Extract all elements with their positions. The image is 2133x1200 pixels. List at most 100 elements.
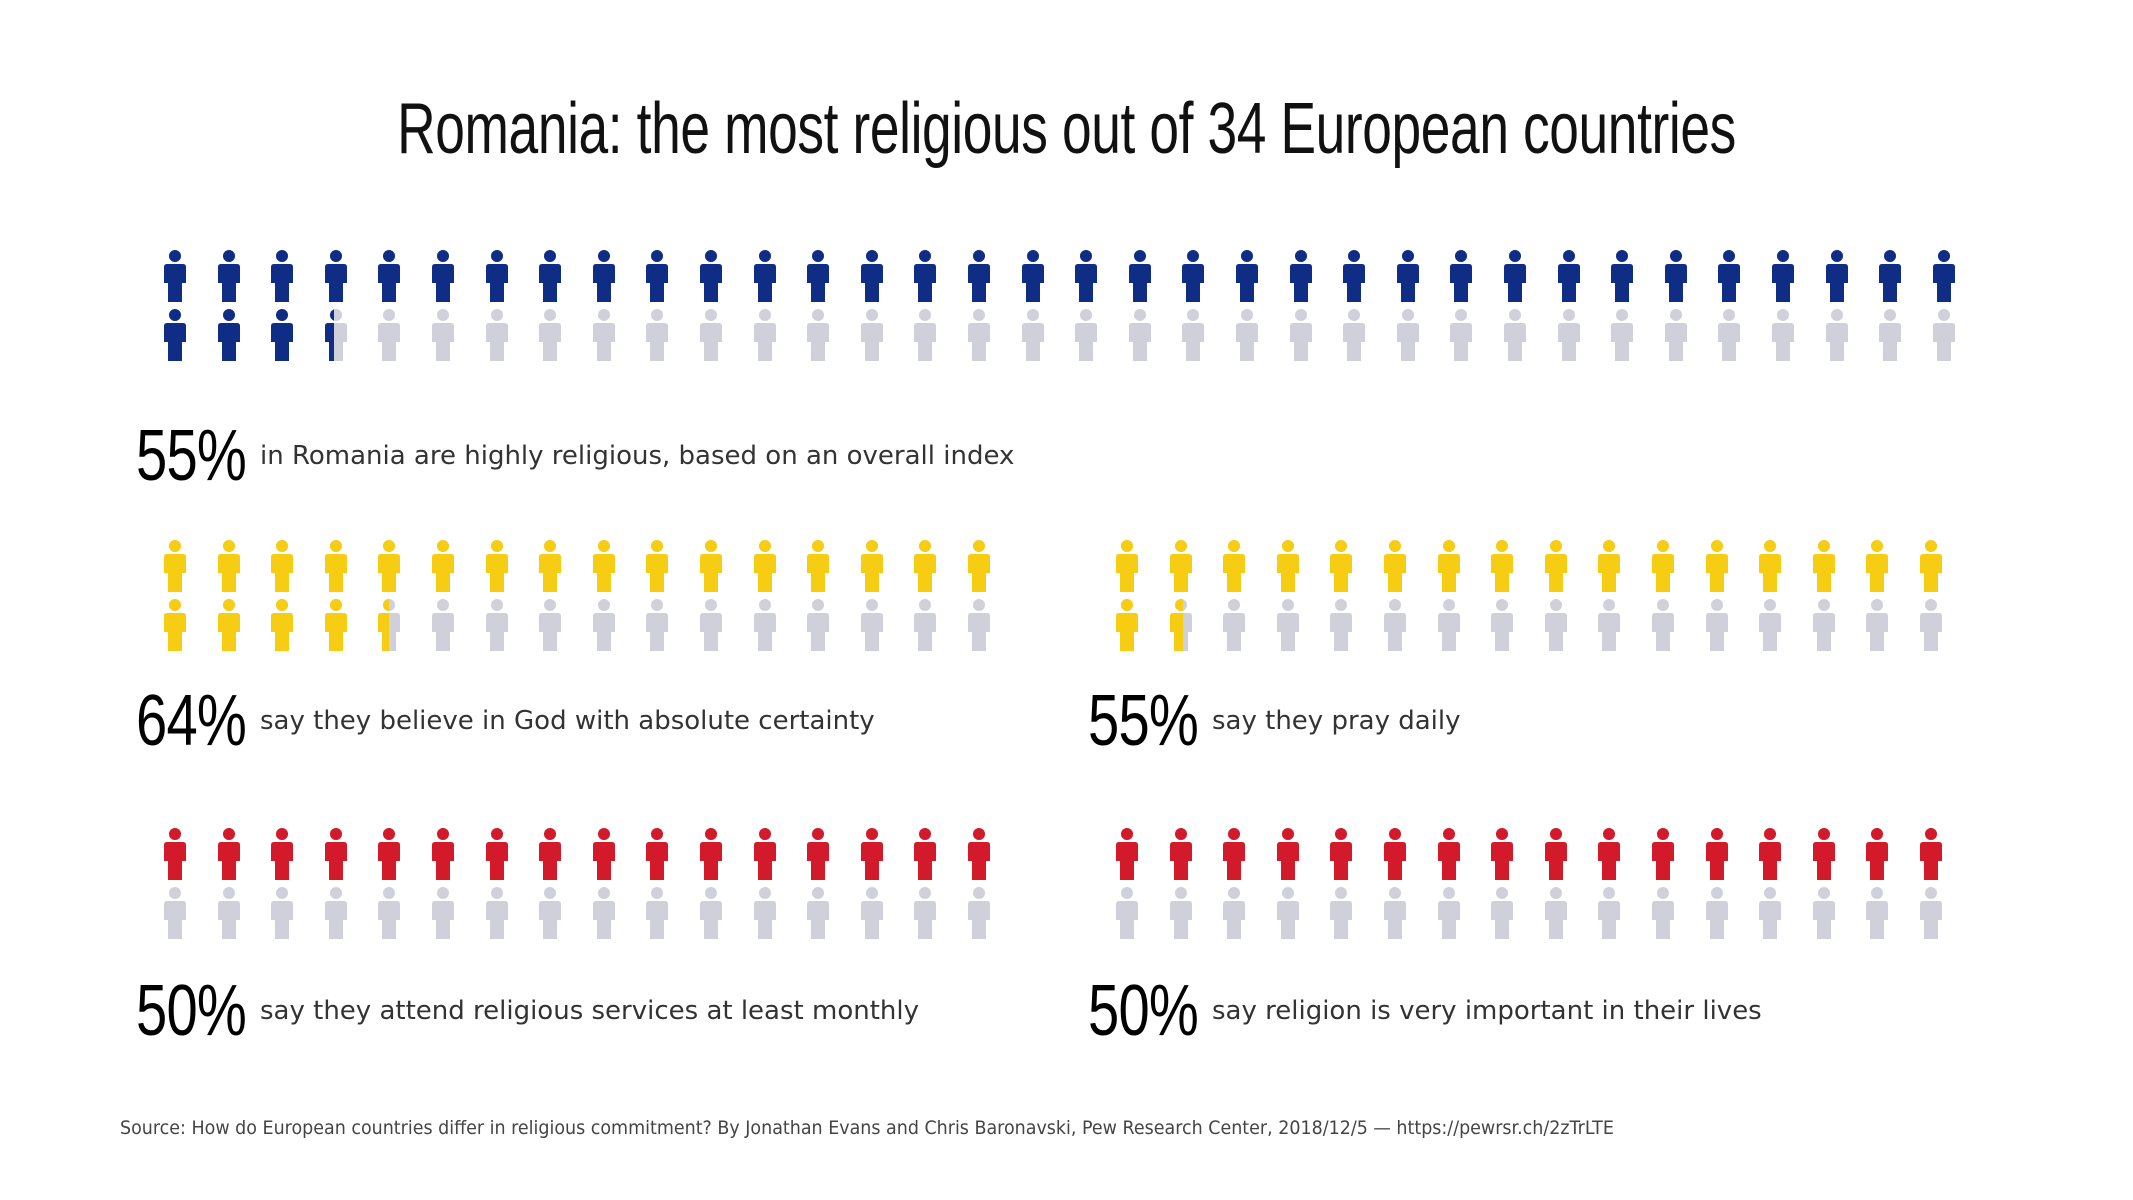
- person-icon: [1289, 250, 1312, 302]
- person-icon: [1866, 599, 1889, 651]
- person-icon: [378, 540, 401, 592]
- person-icon: [860, 309, 883, 361]
- person-icon: [592, 599, 615, 651]
- stat-description: say they pray daily: [1212, 706, 1461, 736]
- person-icon: [1504, 250, 1526, 302]
- person-icon: [1866, 540, 1889, 592]
- person-icon: [1330, 540, 1353, 592]
- person-icon: [1866, 887, 1889, 939]
- person-icon: [1223, 540, 1246, 592]
- person-icon: [1491, 540, 1514, 592]
- stat-description: say they believe in God with absolute ce…: [260, 706, 875, 736]
- person-icon: [968, 828, 990, 880]
- person-icon: [646, 887, 669, 939]
- person-icon: [700, 250, 722, 302]
- person-icon: [1759, 828, 1782, 880]
- person-icon: [1276, 540, 1299, 592]
- person-icon: [271, 540, 294, 592]
- person-icon: [753, 540, 776, 592]
- person-icon: [1652, 828, 1674, 880]
- stat-label: 50% say religion is very important in th…: [1088, 970, 1762, 1052]
- person-icon: [1812, 599, 1835, 651]
- person-icon: [1182, 250, 1205, 302]
- person-icon: [1384, 599, 1406, 651]
- person-icon: [1866, 828, 1889, 880]
- person-icon: [217, 309, 240, 361]
- person-icon: [807, 599, 830, 651]
- person-icon: [1116, 599, 1138, 651]
- chart-title: Romania: the most religious out of 34 Eu…: [0, 88, 2133, 170]
- stat-description: say they attend religious services at le…: [260, 996, 919, 1026]
- person-icon: [217, 599, 240, 651]
- person-icon: [592, 887, 615, 939]
- person-icon: [1116, 540, 1138, 592]
- person-icon: [1879, 250, 1902, 302]
- person-icon: [700, 887, 722, 939]
- source-note: Source: How do European countries differ…: [120, 1117, 1614, 1139]
- person-icon: [968, 887, 990, 939]
- person-icon: [1772, 250, 1794, 302]
- person-icon: [1664, 250, 1687, 302]
- person-icon: [432, 828, 454, 880]
- person-icon: [1437, 828, 1460, 880]
- stat-label: 55% say they pray daily: [1088, 680, 1461, 762]
- person-icon: [1812, 828, 1835, 880]
- person-icon: [1075, 309, 1098, 361]
- person-icon: [1557, 309, 1580, 361]
- person-icon: [914, 309, 937, 361]
- person-icon: [271, 309, 294, 361]
- person-icon: [217, 540, 240, 592]
- person-icon: [324, 599, 347, 651]
- person-icon: [217, 250, 240, 302]
- person-icon: [1169, 828, 1192, 880]
- person-icon: [1223, 887, 1246, 939]
- person-icon: [1718, 309, 1741, 361]
- person-icon: [1223, 599, 1246, 651]
- stat-label: 50% say they attend religious services a…: [136, 970, 919, 1052]
- person-icon: [700, 540, 722, 592]
- person-icon: [378, 250, 401, 302]
- person-icon: [1598, 887, 1621, 939]
- person-icon: [1384, 828, 1406, 880]
- person-icon: [1932, 250, 1955, 302]
- person-icon: [646, 540, 669, 592]
- person-icon: [1437, 540, 1460, 592]
- person-icon: [807, 828, 830, 880]
- person-icon: [485, 828, 508, 880]
- person-icon: [1236, 250, 1258, 302]
- person-icon: [753, 599, 776, 651]
- person-icon: [592, 309, 615, 361]
- person-icon: [1396, 309, 1419, 361]
- person-icon: [1169, 599, 1192, 651]
- percent-value: 50%: [136, 971, 247, 1051]
- person-icon: [1652, 599, 1674, 651]
- person-icon: [1450, 309, 1473, 361]
- person-icon: [324, 309, 347, 361]
- person-icon: [1491, 828, 1514, 880]
- title-text: Romania: the most religious out of 34 Eu…: [397, 89, 1736, 169]
- person-icon: [1598, 828, 1621, 880]
- person-icon: [1169, 887, 1192, 939]
- person-icon: [1759, 540, 1782, 592]
- person-icon: [1772, 309, 1794, 361]
- person-icon: [968, 540, 990, 592]
- person-icon: [807, 540, 830, 592]
- person-icon: [485, 599, 508, 651]
- person-icon: [1276, 887, 1299, 939]
- person-icon: [1236, 309, 1258, 361]
- person-icon: [807, 309, 830, 361]
- person-icon: [378, 828, 401, 880]
- person-icon: [700, 309, 722, 361]
- person-icon: [1544, 599, 1567, 651]
- person-icon: [1075, 250, 1098, 302]
- person-icon: [860, 250, 883, 302]
- person-icon: [485, 250, 508, 302]
- person-icon: [1705, 599, 1728, 651]
- person-icon: [324, 828, 347, 880]
- stat-label: 55% in Romania are highly religious, bas…: [136, 415, 1014, 497]
- person-icon: [1611, 309, 1634, 361]
- person-icon: [1544, 540, 1567, 592]
- person-icon: [378, 599, 401, 651]
- person-icon: [432, 887, 454, 939]
- person-icon: [271, 599, 294, 651]
